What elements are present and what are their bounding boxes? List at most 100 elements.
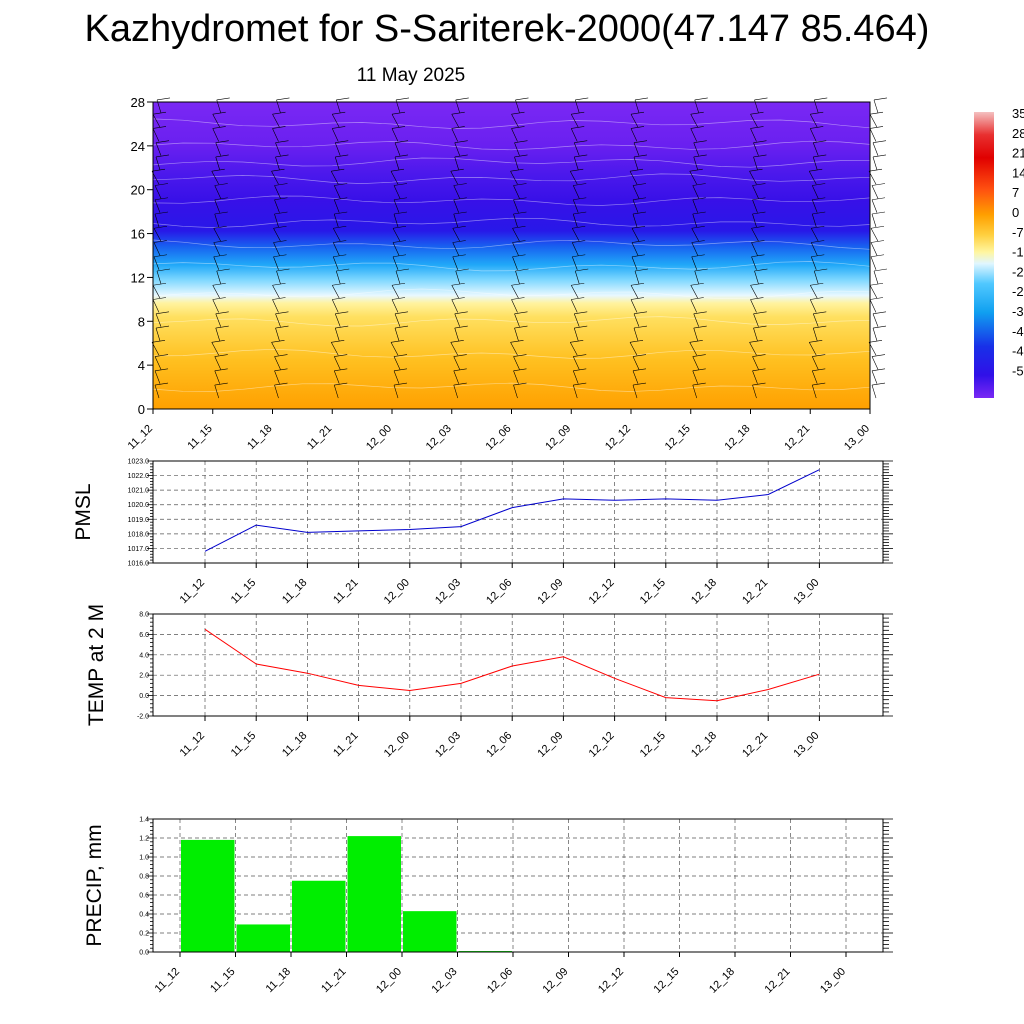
wind-barb	[753, 325, 767, 329]
x-tick-label: 12_12	[596, 966, 626, 996]
wind-barb	[514, 327, 519, 342]
wind-barb	[693, 140, 707, 144]
wind-barb	[870, 225, 885, 229]
wind-barb	[573, 368, 587, 372]
wind-barb	[454, 156, 460, 171]
wind-barb	[393, 185, 401, 199]
wind-barb	[754, 268, 768, 272]
wind-barb	[332, 228, 341, 242]
wind-barb	[276, 268, 290, 272]
wind-barb	[274, 356, 281, 370]
wind-barb	[869, 297, 884, 300]
wind-barb	[633, 154, 648, 158]
wind-barb	[331, 339, 345, 343]
wind-barb	[454, 313, 461, 327]
wind-barb	[274, 185, 281, 199]
y-tick-label: 1016.0	[128, 561, 150, 568]
precip-bar	[403, 911, 457, 952]
wind-barb	[752, 382, 766, 386]
wind-barb	[213, 225, 227, 229]
wind-barb	[692, 382, 706, 386]
colorbar-label: -5	[1012, 363, 1024, 378]
colorbar-label: 35	[1012, 106, 1024, 121]
wind-barb	[749, 342, 757, 356]
series-line	[204, 628, 820, 702]
wind-barb	[575, 268, 589, 272]
wind-barb	[334, 313, 341, 327]
page-title: Kazhydromet for S-Sariterek-2000(47.147 …	[84, 8, 930, 50]
y-tick-label: 8.0	[139, 612, 149, 619]
contour-line	[152, 195, 871, 206]
wind-barb	[332, 282, 346, 286]
wind-barb	[395, 97, 410, 101]
wind-barb	[453, 185, 461, 199]
y-tick-label: 4	[138, 358, 145, 373]
wind-barb	[513, 382, 527, 386]
wind-barb	[451, 285, 460, 299]
wind-barb	[690, 299, 698, 313]
wind-barb	[271, 342, 279, 356]
wind-barb	[332, 242, 340, 256]
x-tick-label: 12_18	[723, 423, 753, 453]
wind-barb	[749, 171, 757, 185]
wind-barb	[812, 327, 818, 342]
wind-barb	[752, 356, 759, 370]
wind-barb	[572, 384, 578, 399]
wind-barb	[632, 185, 640, 199]
x-tick-label: 12_18	[707, 966, 737, 996]
wind-barb	[393, 197, 408, 201]
wind-barb	[752, 183, 766, 186]
wind-barb	[873, 97, 888, 101]
contour-line	[152, 261, 871, 272]
wind-barb	[452, 256, 459, 270]
wind-barb	[156, 270, 162, 285]
wind-barb	[690, 297, 704, 300]
wind-barb	[633, 327, 639, 342]
wind-barb	[212, 111, 226, 115]
y-tick-label: 24	[131, 139, 145, 154]
wind-barb	[216, 270, 222, 285]
wind-barb	[390, 168, 405, 172]
wind-barb	[574, 270, 580, 285]
wind-barb	[212, 297, 226, 300]
wind-barb	[154, 213, 160, 228]
wind-barb	[871, 199, 878, 213]
wind-barb	[392, 242, 400, 256]
wind-barb	[155, 313, 162, 327]
wind-barb	[451, 299, 459, 313]
precip-bar	[236, 924, 290, 952]
wind-barb	[332, 256, 339, 270]
wind-barb	[512, 225, 526, 229]
wind-barb	[272, 128, 279, 142]
wind-barb	[275, 154, 289, 158]
wind-barb	[272, 282, 286, 286]
wind-barb	[869, 299, 877, 313]
wind-barb	[692, 183, 706, 186]
wind-barb	[453, 356, 461, 370]
wind-barb	[813, 154, 827, 158]
wind-barb	[693, 311, 707, 315]
wind-barb	[451, 126, 465, 129]
wind-barb	[453, 183, 467, 186]
wind-barb	[276, 270, 281, 285]
series-line	[204, 469, 820, 552]
wind-barb	[391, 114, 400, 128]
wind-barb	[872, 313, 879, 327]
wind-barb	[692, 384, 698, 399]
wind-barb	[809, 168, 823, 172]
wind-barb	[571, 256, 578, 270]
wind-barb	[454, 311, 468, 315]
wind-barb	[574, 154, 588, 158]
wind-barb	[873, 268, 888, 272]
wind-barb	[274, 384, 279, 399]
wind-barb	[513, 197, 527, 201]
wind-barb	[156, 97, 171, 101]
wind-barb	[274, 213, 279, 228]
y-tick-label: 0.0	[139, 693, 149, 700]
cross-section-x-axis: 11_12 11_15 11_18 11_21 12_00 12_03 12_06 12_09…	[126, 409, 872, 453]
wind-barb	[336, 268, 350, 272]
colorbar-label: 28	[1012, 126, 1024, 141]
wind-barb	[569, 342, 578, 356]
wind-barb	[455, 270, 461, 285]
wind-barb	[154, 354, 169, 357]
